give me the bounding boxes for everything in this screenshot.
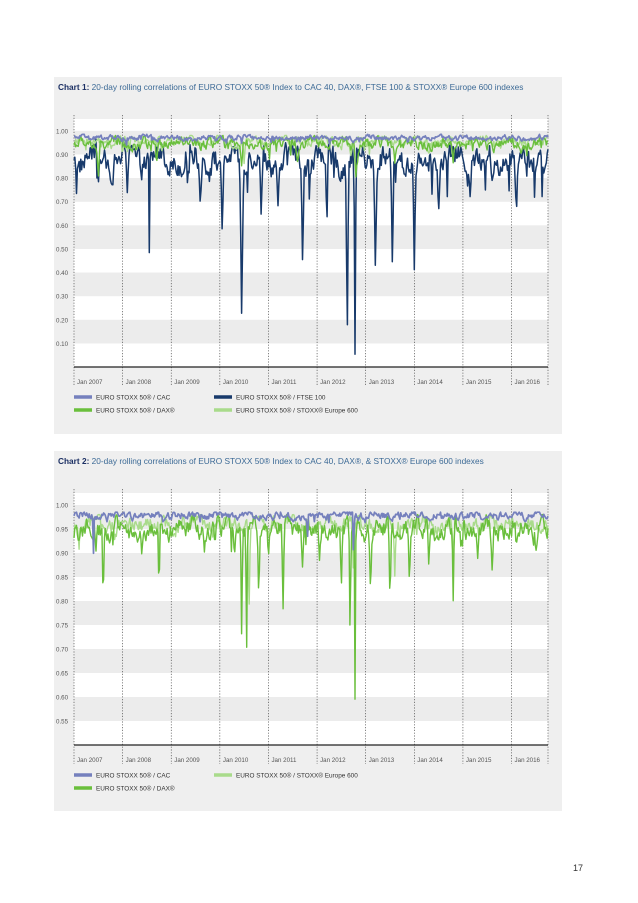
x-tick-label: Jan 2009: [174, 379, 200, 386]
chart-2-panel: Chart 2: 20-day rolling correlations of …: [54, 451, 562, 811]
y-tick-label: 0.60: [56, 695, 69, 702]
x-tick-label: Jan 2008: [126, 379, 152, 386]
legend-label-stoxx600: EURO STOXX 50® / STOXX® Europe 600: [236, 406, 358, 414]
y-tick-label: 0.90: [56, 551, 69, 558]
x-tick-label: Jan 2015: [466, 379, 492, 386]
series-line-ftse: [73, 138, 549, 356]
y-tick-label: 0.40: [56, 270, 69, 277]
x-tick-label: Jan 2015: [466, 757, 492, 764]
chart-2-svg: 0.55 0.60 0.65 0.70 0.75 0.80 0.85 0.90 0.95 1.00…: [56, 489, 549, 792]
x-tick-label: Jan 2008: [126, 757, 152, 764]
page-number: 17: [573, 863, 584, 873]
x-tick-label: Jan 2014: [417, 379, 443, 386]
legend-label-ftse: EURO STOXX 50® / FTSE 100: [236, 393, 326, 401]
grid-band: [74, 493, 548, 505]
grid-band: [74, 225, 548, 249]
series-line-dax: [73, 513, 549, 700]
y-tick-label: 0.95: [56, 527, 69, 534]
legend-label-dax: EURO STOXX 50® / DAX®: [96, 406, 175, 414]
grid-band: [74, 697, 548, 721]
legend-label-stoxx600: EURO STOXX 50® / STOXX® Europe 600: [236, 771, 358, 779]
legend-label-dax: EURO STOXX 50® / DAX®: [96, 784, 175, 792]
grid-band: [74, 178, 548, 202]
x-tick-label: Jan 2012: [320, 757, 346, 764]
chart-2-title-text: 20-day rolling correlations of EURO STOX…: [91, 456, 484, 466]
y-tick-label: 0.80: [56, 599, 69, 606]
grid-band: [74, 553, 548, 577]
chart-1-title-text: 20-day rolling correlations of EURO STOX…: [91, 82, 524, 92]
grid-band: [74, 601, 548, 625]
chart-1-title-number: Chart 1:: [58, 82, 90, 92]
y-tick-label: 0.70: [56, 199, 69, 206]
grid-band: [74, 319, 548, 344]
y-tick-label: 0.85: [56, 575, 69, 582]
chart-1-panel: Chart 1: 20-day rolling correlations of …: [54, 77, 562, 434]
grid-band: [74, 296, 548, 320]
grid-band: [74, 201, 548, 226]
legend-label-cac: EURO STOXX 50® / CAC: [96, 771, 171, 779]
chart-2-title: Chart 2: 20-day rolling correlations of …: [58, 456, 484, 466]
x-tick-label: Jan 2011: [271, 757, 297, 764]
legend-label-cac: EURO STOXX 50® / CAC: [96, 393, 171, 401]
chart-1-title: Chart 1: 20-day rolling correlations of …: [58, 82, 523, 92]
grid-bands: [74, 493, 548, 745]
grid-band: [74, 248, 548, 273]
x-tick-label: Jan 2016: [515, 379, 541, 386]
y-tick-label: 0.30: [56, 294, 69, 301]
y-tick-label: 0.70: [56, 647, 69, 654]
x-tick-label: Jan 2011: [271, 379, 297, 386]
y-tick-label: 0.60: [56, 223, 69, 230]
y-tick-label: 0.10: [56, 341, 69, 348]
grid-bands: [74, 119, 548, 367]
x-tick-label: Jan 2016: [515, 757, 541, 764]
y-tick-label: 0.55: [56, 719, 69, 726]
grid-band: [74, 649, 548, 673]
x-tick-label: Jan 2013: [369, 379, 395, 386]
x-tick-label: Jan 2007: [77, 379, 103, 386]
grid-band: [74, 343, 548, 367]
series-line-cac: [73, 511, 549, 555]
x-tick-label: Jan 2010: [223, 757, 249, 764]
y-tick-label: 0.90: [56, 152, 69, 159]
y-tick-label: 0.50: [56, 246, 69, 253]
grid-band: [74, 721, 548, 745]
y-tick-label: 0.80: [56, 176, 69, 183]
y-tick-label: 0.65: [56, 671, 69, 678]
y-tick-label: 0.20: [56, 317, 69, 324]
series-line-cac: [73, 133, 549, 146]
x-tick-label: Jan 2010: [223, 379, 249, 386]
chart-1-svg: 0.10 0.20 0.30 0.40 0.50 0.60 0.70 0.80 0.90 1.00…: [56, 115, 549, 414]
y-tick-label: 0.75: [56, 623, 69, 630]
x-tick-label: Jan 2007: [77, 757, 103, 764]
x-tick-label: Jan 2012: [320, 379, 346, 386]
x-tick-label: Jan 2013: [369, 757, 395, 764]
y-tick-label: 1.00: [56, 503, 69, 510]
chart-2-title-number: Chart 2:: [58, 456, 90, 466]
x-tick-label: Jan 2009: [174, 757, 200, 764]
y-tick-label: 1.00: [56, 128, 69, 135]
grid-band: [74, 577, 548, 601]
grid-band: [74, 673, 548, 697]
grid-band: [74, 119, 548, 131]
grid-band: [74, 272, 548, 297]
x-tick-label: Jan 2014: [417, 757, 443, 764]
grid-band: [74, 625, 548, 649]
